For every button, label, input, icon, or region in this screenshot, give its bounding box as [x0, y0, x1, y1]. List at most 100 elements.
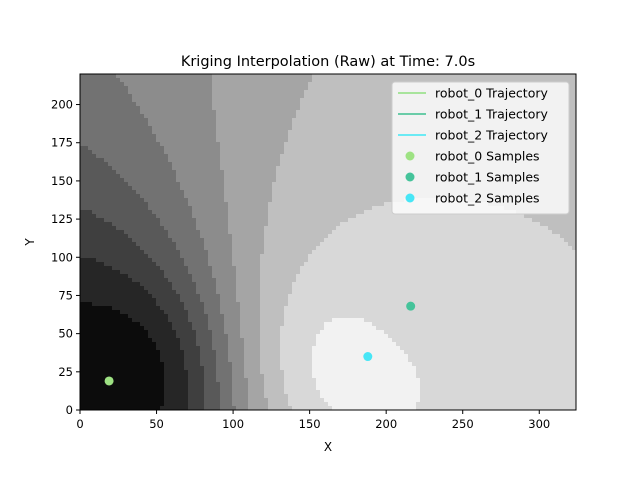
- heatmap-cell: [232, 310, 237, 315]
- heatmap-cell: [304, 326, 309, 331]
- heatmap-cell: [128, 194, 133, 199]
- heatmap-cell: [300, 86, 305, 91]
- heatmap-cell: [236, 94, 241, 99]
- heatmap-cell: [196, 218, 201, 223]
- heatmap-cell: [128, 390, 133, 395]
- heatmap-cell: [248, 78, 253, 83]
- heatmap-cell: [140, 354, 145, 359]
- heatmap-cell: [216, 78, 221, 83]
- heatmap-cell: [140, 254, 145, 259]
- heatmap-cell: [280, 218, 285, 223]
- heatmap-cell: [168, 110, 173, 115]
- heatmap-cell: [300, 94, 305, 99]
- heatmap-cell: [312, 366, 317, 371]
- heatmap-cell: [256, 138, 261, 143]
- heatmap-cell: [176, 334, 181, 339]
- heatmap-cell: [136, 206, 141, 211]
- heatmap-cell: [252, 286, 257, 291]
- heatmap-cell: [116, 202, 121, 207]
- heatmap-cell: [128, 150, 133, 155]
- heatmap-cell: [152, 406, 157, 410]
- heatmap-cell: [144, 142, 149, 147]
- heatmap-cell: [120, 246, 125, 251]
- heatmap-cell: [84, 258, 89, 263]
- heatmap-cell: [204, 362, 209, 367]
- heatmap-cell: [164, 318, 169, 323]
- heatmap-cell: [272, 258, 277, 263]
- heatmap-cell: [228, 122, 233, 127]
- heatmap-cell: [248, 382, 253, 387]
- heatmap-cell: [196, 346, 201, 351]
- heatmap-cell: [252, 174, 257, 179]
- heatmap-cell: [252, 138, 257, 143]
- heatmap-cell: [288, 262, 293, 267]
- heatmap-cell: [180, 230, 185, 235]
- heatmap-cell: [308, 390, 313, 395]
- heatmap-cell: [268, 310, 273, 315]
- heatmap-cell: [224, 238, 229, 243]
- heatmap-cell: [160, 102, 165, 107]
- heatmap-cell: [208, 210, 213, 215]
- heatmap-cell: [308, 326, 313, 331]
- heatmap-cell: [136, 78, 141, 83]
- heatmap-cell: [176, 346, 181, 351]
- heatmap-cell: [80, 302, 85, 307]
- heatmap-cell: [256, 294, 261, 299]
- heatmap-cell: [200, 278, 205, 283]
- heatmap-cell: [296, 98, 301, 103]
- heatmap-cell: [224, 86, 229, 91]
- heatmap-cell: [260, 130, 265, 135]
- heatmap-cell: [180, 170, 185, 175]
- heatmap-cell: [308, 146, 313, 151]
- heatmap-cell: [172, 110, 177, 115]
- heatmap-cell: [228, 266, 233, 271]
- heatmap-cell: [140, 362, 145, 367]
- heatmap-cell: [268, 366, 273, 371]
- heatmap-cell: [156, 178, 161, 183]
- heatmap-cell: [176, 386, 181, 391]
- heatmap-cell: [176, 342, 181, 347]
- heatmap-cell: [120, 114, 125, 119]
- heatmap-cell: [116, 242, 121, 247]
- heatmap-cell: [168, 98, 173, 103]
- heatmap-cell: [256, 98, 261, 103]
- heatmap-cell: [188, 174, 193, 179]
- heatmap-cell: [240, 114, 245, 119]
- heatmap-cell: [316, 194, 321, 199]
- heatmap-cell: [80, 390, 85, 395]
- heatmap-cell: [248, 274, 253, 279]
- heatmap-cell: [276, 306, 281, 311]
- heatmap-cell: [148, 218, 153, 223]
- heatmap-cell: [132, 238, 137, 243]
- heatmap-cell: [212, 118, 217, 123]
- heatmap-cell: [292, 386, 297, 391]
- heatmap-cell: [104, 402, 109, 407]
- heatmap-cell: [264, 118, 269, 123]
- heatmap-cell: [180, 342, 185, 347]
- heatmap-cell: [248, 294, 253, 299]
- heatmap-cell: [104, 154, 109, 159]
- heatmap-cell: [104, 94, 109, 99]
- heatmap-cell: [176, 374, 181, 379]
- heatmap-cell: [216, 254, 221, 259]
- heatmap-cell: [84, 374, 89, 379]
- heatmap-cell: [136, 90, 141, 95]
- heatmap-cell: [116, 210, 121, 215]
- heatmap-cell: [292, 158, 297, 163]
- heatmap-cell: [100, 286, 105, 291]
- heatmap-cell: [80, 130, 85, 135]
- heatmap-cell: [288, 82, 293, 87]
- heatmap-cell: [140, 178, 145, 183]
- heatmap-cell: [184, 102, 189, 107]
- heatmap-cell: [84, 186, 89, 191]
- heatmap-cell: [204, 254, 209, 259]
- heatmap-cell: [152, 294, 157, 299]
- heatmap-cell: [116, 218, 121, 223]
- heatmap-cell: [144, 406, 149, 410]
- heatmap-cell: [228, 242, 233, 247]
- heatmap-cell: [184, 126, 189, 131]
- heatmap-cell: [140, 122, 145, 127]
- heatmap-cell: [128, 402, 133, 407]
- heatmap-cell: [208, 338, 213, 343]
- heatmap-cell: [220, 234, 225, 239]
